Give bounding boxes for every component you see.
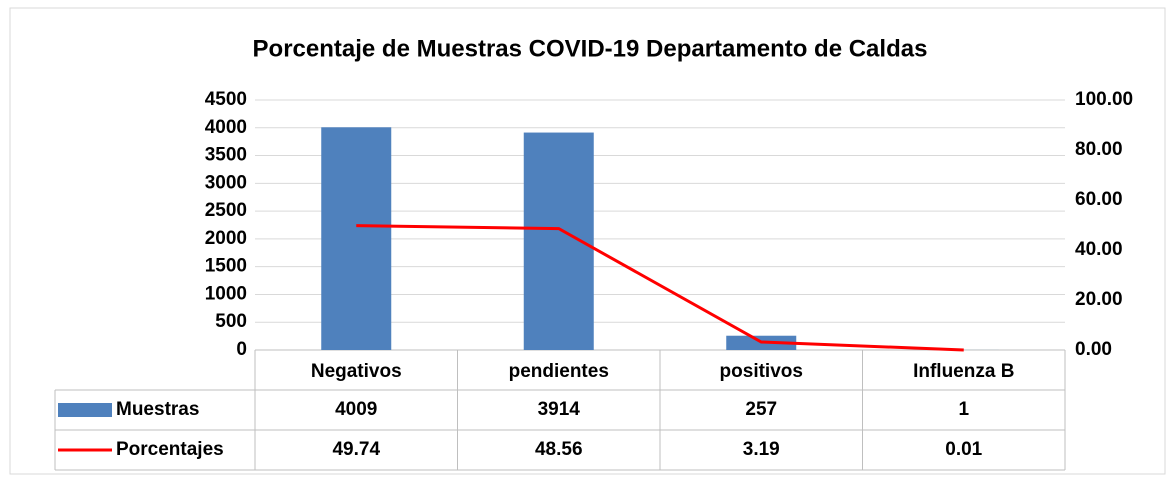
y-tick-label: 4000	[205, 117, 247, 138]
x-tick-label: Influenza B	[913, 361, 1014, 382]
table-cell: 1	[958, 399, 969, 420]
x-tick-label: pendientes	[509, 361, 609, 382]
y-tick-label: 1500	[205, 256, 247, 277]
legend-label: Porcentajes	[116, 439, 224, 460]
y-tick-label: 2500	[205, 200, 247, 221]
table-cell: 0.01	[945, 439, 982, 460]
y-tick-label: 500	[215, 311, 247, 332]
y2-tick-label: 100.00	[1075, 89, 1133, 110]
chart-title: Porcentaje de Muestras COVID-19 Departam…	[253, 35, 928, 62]
x-tick-label: Negativos	[311, 361, 402, 382]
y-tick-label: 3000	[205, 172, 247, 193]
table-cell: 3914	[538, 399, 581, 420]
table-cell: 4009	[335, 399, 377, 420]
table-cell: 48.56	[535, 439, 583, 460]
y2-tick-label: 80.00	[1075, 139, 1123, 160]
legend-label: Muestras	[116, 399, 199, 420]
y-tick-label: 3500	[205, 145, 247, 166]
y2-tick-label: 60.00	[1075, 189, 1123, 210]
line	[356, 224, 964, 352]
y2-tick-label: 40.00	[1075, 239, 1123, 260]
legend-swatch	[58, 403, 112, 417]
bar	[321, 127, 392, 351]
x-tick-label: positivos	[720, 361, 803, 382]
y-tick-label: 4500	[205, 89, 247, 110]
y2-tick-label: 0.00	[1075, 339, 1112, 360]
table-cell: 3.19	[743, 439, 780, 460]
y-tick-label: 0	[236, 339, 247, 360]
table-cell: 49.74	[332, 439, 380, 460]
y-tick-label: 1000	[205, 283, 247, 304]
y2-tick-label: 20.00	[1075, 289, 1123, 310]
y-tick-label: 2000	[205, 228, 247, 249]
table-cell: 257	[745, 399, 777, 420]
